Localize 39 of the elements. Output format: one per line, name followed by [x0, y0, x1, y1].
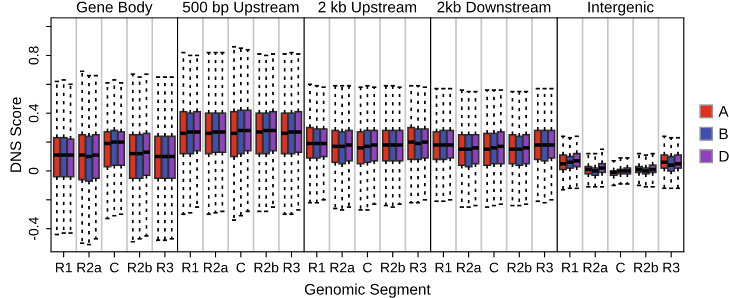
x-axis-title: Genomic Segment — [304, 284, 431, 298]
x-tick-label: C — [616, 262, 626, 272]
x-tick-label: C — [363, 262, 372, 272]
chart-title: 2kb Downstream — [437, 1, 550, 12]
x-tick-label: R2a — [330, 262, 355, 272]
y-tick-label: 0.4 — [28, 104, 39, 122]
chart-title: Intergenic — [588, 1, 654, 16]
y-tick-label: -0.4 — [28, 217, 39, 240]
x-tick-label: R2b — [508, 262, 532, 272]
x-tick-label: R2b — [128, 262, 152, 272]
x-tick-label: R1 — [182, 262, 198, 272]
x-tick-label: R2b — [381, 262, 405, 272]
x-tick-label: R3 — [536, 262, 553, 272]
x-tick-label: R3 — [284, 262, 300, 272]
x-tick-label: R3 — [410, 262, 426, 272]
x-tick-label: R2a — [584, 262, 608, 272]
x-tick-label: R2b — [634, 262, 658, 272]
x-tick-label: R1 — [436, 262, 452, 272]
chart-title: 500 bp Upstream — [182, 1, 298, 16]
x-tick-label: R2a — [457, 262, 482, 272]
x-tick-label: C — [110, 262, 119, 272]
x-tick-label: C — [236, 262, 246, 272]
x-tick-label: R2a — [204, 262, 228, 272]
x-tick-label: R2a — [77, 262, 102, 272]
legend-label: A — [718, 106, 729, 117]
x-tick-label: R1 — [562, 262, 578, 272]
chart-title: Gene Body — [76, 1, 152, 16]
x-tick-label: R2b — [254, 262, 278, 272]
x-tick-label: R3 — [157, 262, 174, 272]
x-tick-label: R1 — [309, 262, 325, 272]
y-axis-title: DNS Score — [10, 97, 22, 172]
x-tick-label: R3 — [663, 262, 680, 272]
chart-title: 2 kb Upstream — [318, 1, 416, 16]
y-tick-label: 0 — [28, 168, 39, 174]
x-tick-label: R1 — [56, 262, 72, 272]
y-tick-label: 0.8 — [28, 46, 39, 65]
legend-label: D — [720, 150, 729, 162]
legend-label: B — [720, 128, 728, 140]
x-tick-label: C — [490, 262, 498, 272]
